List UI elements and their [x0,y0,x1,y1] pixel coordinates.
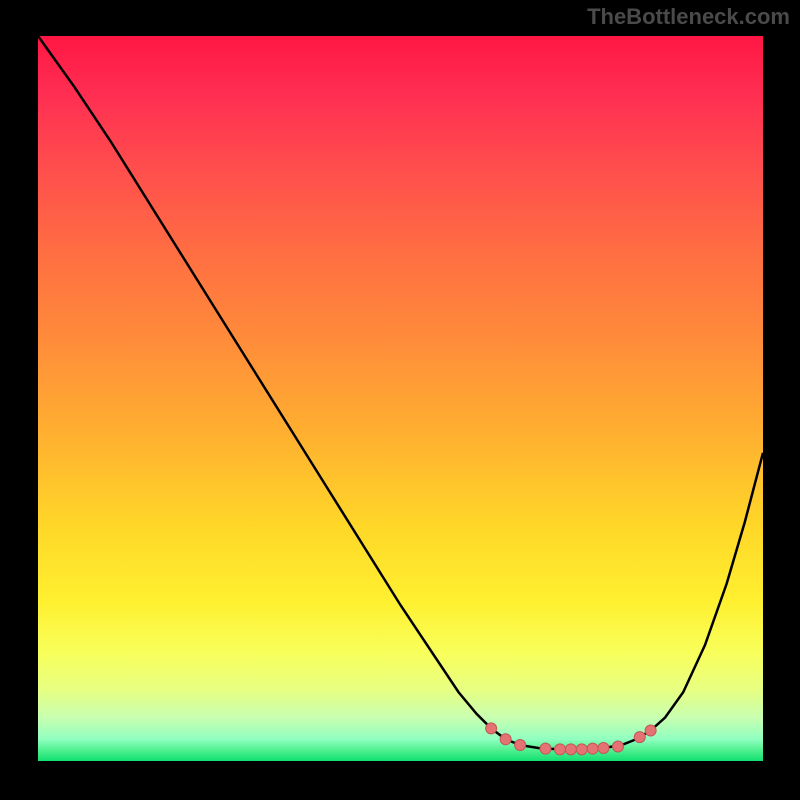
curve-marker [634,732,645,743]
curve-marker [598,742,609,753]
curve-marker [587,743,598,754]
curve-marker [565,744,576,755]
curve-marker [486,723,497,734]
curve-marker [613,741,624,752]
bottleneck-curve [38,36,763,749]
chart-container: TheBottleneck.com [0,0,800,800]
curve-marker [540,743,551,754]
watermark-text: TheBottleneck.com [587,4,790,30]
curve-marker [500,734,511,745]
curve-marker [555,744,566,755]
plot-area [38,36,763,761]
curve-marker [576,744,587,755]
marker-group [486,723,657,755]
curve-marker [515,740,526,751]
curve-layer [38,36,763,761]
curve-marker [645,725,656,736]
